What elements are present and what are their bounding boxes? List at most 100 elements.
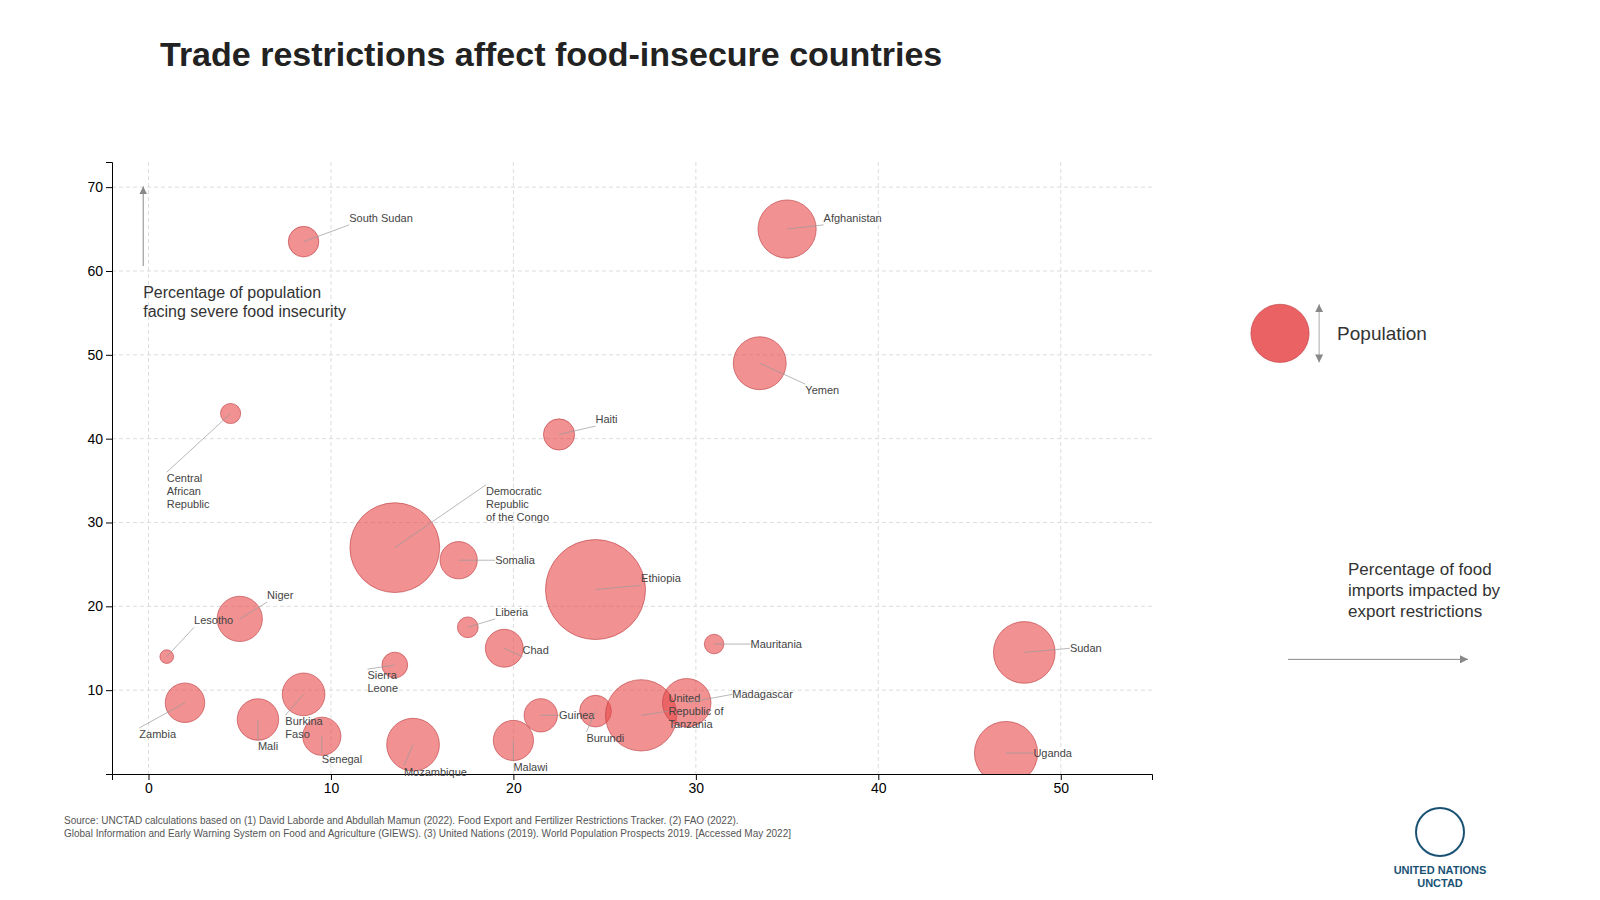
- country-label: Ethiopia: [641, 572, 682, 584]
- bubble: [282, 673, 325, 716]
- x-tick-label: 0: [145, 780, 153, 796]
- country-label: Madagascar: [732, 688, 793, 700]
- text-line: Madagascar: [732, 688, 793, 700]
- x-axis: 0 10 20 30 40 50: [113, 774, 1153, 796]
- leader-line: [586, 711, 595, 732]
- bubble: [974, 721, 1037, 774]
- text-line: Mozambique: [404, 766, 467, 778]
- leader-line: [404, 745, 413, 766]
- text-line: Mali: [258, 740, 278, 752]
- grid-line-y: [112, 187, 1152, 188]
- source-note: Source: UNCTAD calculations based on (1)…: [64, 815, 791, 839]
- y-tick-label: 30: [87, 514, 103, 530]
- leader-line: [1024, 648, 1070, 652]
- text-line: UNCTAD: [1417, 877, 1463, 889]
- text-line: United: [668, 692, 700, 704]
- country-label: Somalia: [495, 554, 536, 566]
- country-label: Mali: [258, 740, 278, 752]
- bubble: [485, 629, 523, 667]
- country-label: Haiti: [596, 413, 618, 425]
- y-tick: 30: [87, 514, 112, 530]
- x-tick: 0: [145, 774, 153, 796]
- leader-line: [395, 485, 486, 548]
- text-line: Sudan: [1070, 642, 1102, 654]
- y-tick-label: 40: [87, 431, 103, 447]
- chart: Trade restrictions affect food-insecure …: [0, 0, 1600, 900]
- y-tick: 20: [87, 598, 112, 614]
- leader-line: [513, 740, 514, 761]
- country-label: Guinea: [559, 709, 595, 721]
- text-line: Global Information and Early Warning Sys…: [64, 828, 791, 839]
- y-tick: 40: [87, 431, 112, 447]
- y-tick-label: 10: [87, 682, 103, 698]
- text-line: Malawi: [513, 761, 547, 773]
- leader-line: [714, 644, 750, 645]
- x-tick-label: 10: [324, 780, 340, 796]
- text-line: Republic: [167, 498, 210, 510]
- leader-line: [504, 648, 522, 656]
- country-labels: Lesotho Zambia Niger Mali CentralAfricanRepu…: [139, 212, 1101, 778]
- title: Trade restrictions affect food-insecure …: [160, 35, 942, 73]
- bubble: [546, 540, 646, 640]
- text-line: Percentage of food: [1348, 560, 1492, 579]
- text-line: Faso: [285, 728, 309, 740]
- y-tick-mark: [106, 187, 112, 188]
- text-line: facing severe food insecurity: [143, 303, 346, 320]
- leader-line: [321, 736, 322, 753]
- leader-line: [641, 711, 668, 715]
- y-tick: 70: [87, 179, 112, 195]
- text-line: Sierra: [367, 669, 397, 681]
- y-tick-label: 60: [87, 263, 103, 279]
- grid-line-x: [878, 162, 879, 774]
- text-line: Senegal: [322, 753, 362, 765]
- text-line: Niger: [267, 589, 294, 601]
- text-line: Yemen: [805, 384, 839, 396]
- bubble: [457, 617, 478, 638]
- grid-line-y: [112, 354, 1152, 355]
- leader-line: [787, 225, 823, 229]
- text-line: Somalia: [495, 554, 536, 566]
- x-tick: 10: [324, 774, 340, 796]
- y-tick-label: 20: [87, 598, 103, 614]
- bubble: [387, 718, 440, 771]
- country-label: SierraLeone: [367, 669, 398, 694]
- grid-line-x: [330, 162, 331, 774]
- x-tick-label: 30: [689, 780, 705, 796]
- grid-line-y: [112, 438, 1152, 439]
- y-tick-mark: [106, 606, 112, 607]
- text-line: South Sudan: [349, 212, 413, 224]
- text-line: imports impacted by: [1348, 581, 1501, 600]
- text-line: Source: UNCTAD calculations based on (1)…: [64, 815, 739, 826]
- x-axis-arrow: [1288, 659, 1468, 660]
- y-tick-label: 50: [87, 347, 103, 363]
- y-tick-mark: [106, 690, 112, 691]
- y-axis-title: Percentage of population facing severe fo…: [143, 284, 346, 320]
- text-line: Uganda: [1033, 747, 1072, 759]
- x-tick-label: 20: [506, 780, 522, 796]
- text-line: Lesotho: [194, 614, 233, 626]
- text-line: African: [167, 485, 201, 497]
- leader-line: [240, 602, 267, 619]
- text-line: of the Congo: [486, 511, 549, 523]
- country-label: Liberia: [495, 606, 529, 618]
- country-label: Sudan: [1070, 642, 1102, 654]
- text-line: Ethiopia: [641, 572, 682, 584]
- country-label: South Sudan: [349, 212, 413, 224]
- text-line: Republic: [486, 498, 529, 510]
- x-tick: 40: [871, 774, 887, 796]
- country-label: Malawi: [513, 761, 547, 773]
- leader-line: [167, 414, 231, 473]
- grid-line-x: [148, 162, 149, 774]
- country-label: BurkinaFaso: [285, 715, 323, 740]
- x-tick-label: 50: [1053, 780, 1069, 796]
- country-label: CentralAfricanRepublic: [167, 472, 210, 510]
- text-line: Tanzania: [668, 718, 713, 730]
- leader-line: [167, 627, 194, 656]
- size-legend-bubble: [1251, 304, 1309, 362]
- text-line: Percentage of population: [143, 284, 321, 301]
- y-tick: 50: [87, 347, 112, 363]
- country-label: Zambia: [139, 728, 177, 740]
- leader-line: [285, 694, 303, 715]
- country-label: Yemen: [805, 384, 839, 396]
- text-line: Guinea: [559, 709, 595, 721]
